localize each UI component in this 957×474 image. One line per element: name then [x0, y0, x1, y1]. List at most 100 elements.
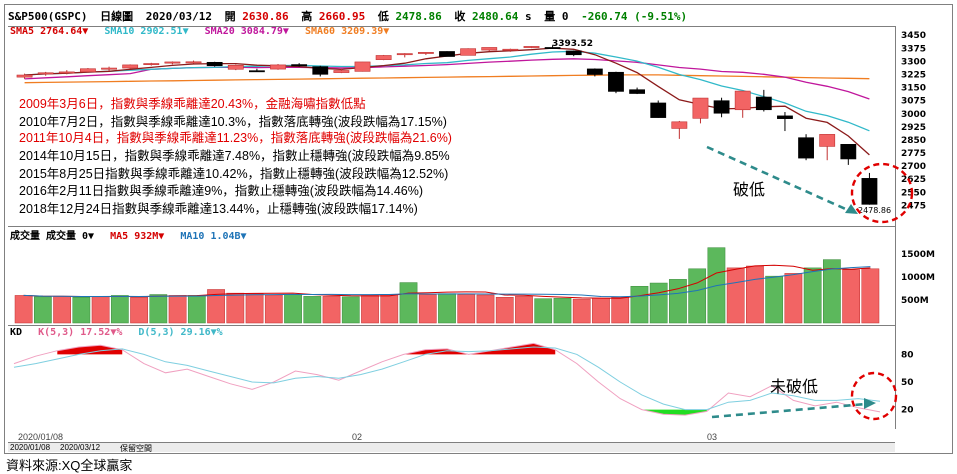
price-y-tick: 3075	[901, 97, 926, 107]
candle-body	[565, 50, 582, 56]
kd-pane	[8, 325, 895, 430]
sma10-line	[24, 50, 870, 132]
scroll-left-date: 2020/01/08	[10, 443, 51, 452]
annotation-2009: 2009年3月6日，指數與季線乖離達20.43%，金融海嘯指數低點	[19, 97, 366, 111]
volume-bar	[649, 282, 668, 324]
sma60-legend: SMA60 3209.39▼	[304, 26, 390, 37]
y-axis-separator	[895, 26, 896, 429]
volume-bar	[765, 275, 784, 324]
price-callout: 破低	[733, 182, 766, 199]
volume-bar	[572, 298, 591, 324]
volume-bar	[688, 268, 707, 324]
price-y-tick: 2700	[901, 162, 926, 172]
candle-body	[270, 64, 286, 70]
kd-title: KD	[10, 327, 23, 338]
volume-bar	[14, 295, 33, 324]
time-scrollbar[interactable]: 2020/01/08 2020/03/12 保留空間	[8, 442, 895, 453]
kd-callout: 未破低	[770, 379, 819, 396]
annotation-2010: 2010年7月2日，指數與季線乖離達10.3%，指數落底轉強(波段跌幅為17.1…	[19, 115, 447, 129]
volume-y-tick: 1000M	[901, 273, 935, 283]
kd-y-tick: 50	[901, 378, 914, 388]
price-down-arrow	[706, 145, 851, 213]
candle-body	[586, 68, 603, 75]
candle-body	[354, 61, 371, 72]
price-y-tick: 2625	[901, 175, 926, 185]
candle-body	[312, 66, 329, 75]
candle-body	[840, 144, 857, 160]
volume-bar	[53, 296, 71, 324]
candle-body	[80, 68, 96, 73]
candle-body	[755, 96, 772, 111]
kd-arrow-head	[864, 398, 876, 409]
candle-body	[291, 64, 308, 67]
volume-bar	[861, 268, 880, 324]
x-label-start: 2020/01/08	[18, 432, 64, 442]
vol-ma5-legend: MA5 932M▼	[110, 231, 165, 242]
candle-body	[481, 47, 498, 51]
price-y-tick: 3000	[901, 110, 926, 120]
candle-body	[333, 70, 350, 73]
volume-text: 量 0	[544, 10, 569, 23]
volume-bar	[110, 295, 129, 324]
volume-legend: 成交量 成交量 0▼ MA5 932M▼ MA10 1.04B▼	[10, 227, 257, 242]
price-y-tick: 3450	[901, 31, 926, 41]
d-line	[13, 346, 881, 411]
candle-body	[439, 51, 455, 57]
volume-bar	[611, 297, 630, 324]
volume-bar	[418, 294, 437, 324]
open-text: 開 2630.86	[224, 10, 289, 23]
annotation-2018: 2018年12月24日指數與季線乖離達13.44%，止穩轉強(波段跌幅17.14…	[19, 202, 418, 216]
price-y-tick: 2850	[901, 136, 926, 146]
d-legend: D(5,3) 29.16▼%	[138, 327, 223, 338]
volume-ma10-line	[23, 266, 871, 298]
kd-legend: KD K(5,3) 17.52▼% D(5,3) 29.16▼%	[10, 327, 233, 338]
candle-body	[502, 48, 519, 51]
symbol-label: S&P500(GSPC)	[8, 10, 88, 23]
price-circle	[850, 162, 914, 224]
candle-body	[798, 137, 814, 159]
candle-body	[608, 71, 624, 92]
candle-body	[101, 67, 117, 70]
k-line	[13, 342, 881, 416]
candle-body	[375, 55, 392, 60]
candle-body	[523, 46, 540, 48]
scroll-right-date: 2020/03/12	[60, 443, 101, 452]
volume-bar	[72, 297, 91, 324]
price-y-tick: 2775	[901, 149, 926, 159]
volume-bar	[130, 297, 148, 324]
volume-pane	[8, 226, 895, 324]
volume-bar	[149, 294, 168, 324]
change-text: -260.74 (-9.51%)	[581, 10, 688, 23]
x-label-feb: 02	[352, 432, 363, 442]
volume-bar	[399, 282, 418, 324]
sma20-legend: SMA20 3084.79▼	[204, 26, 289, 37]
sma10-legend: SMA10 2902.51▼	[104, 26, 189, 37]
volume-bar	[33, 296, 52, 324]
candle-body	[396, 53, 413, 56]
ma-legend: SMA5 2764.64▼ SMA10 2902.51▼ SMA20 3084.…	[10, 26, 399, 37]
volume-bar	[553, 297, 572, 324]
candle-body	[248, 70, 265, 73]
price-y-tick: 3300	[901, 57, 926, 67]
source-caption: 資料來源:XQ全球贏家	[6, 458, 133, 473]
annotation-2011: 2011年10月4日，指數與季線乖離達11.23%，指數落底轉強(波段跌幅為21…	[19, 131, 452, 145]
volume-bar	[534, 298, 553, 324]
candle-body	[650, 102, 667, 118]
candle-body	[16, 74, 33, 78]
candle-body	[206, 61, 223, 67]
candle-body	[143, 63, 160, 66]
volume-bar	[187, 295, 206, 324]
volume-y-tick: 1500M	[901, 250, 935, 260]
candle-body	[777, 115, 793, 119]
close-text: 收 2480.64 s	[454, 10, 532, 23]
price-pane	[8, 26, 895, 220]
kd-up-arrow	[711, 402, 867, 419]
high-text: 高 2660.95	[301, 10, 366, 23]
volume-bar	[341, 296, 360, 324]
candle-body	[227, 64, 244, 70]
candle-body	[460, 48, 477, 56]
volume-bar	[669, 279, 687, 324]
chart-header: S&P500(GSPC) 日線圖 2020/03/12 開 2630.86 高 …	[8, 8, 693, 24]
kd-y-tick: 20	[901, 406, 914, 416]
